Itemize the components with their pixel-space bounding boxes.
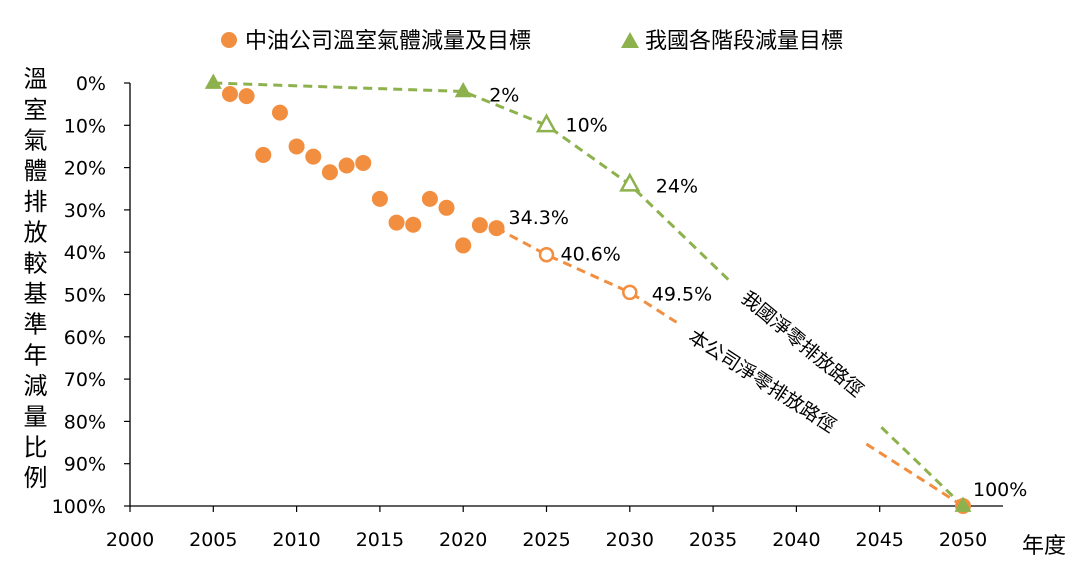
x-tick-label: 2030 [606, 529, 654, 551]
y-tick-label: 80% [64, 411, 106, 433]
orange-data-point [238, 88, 255, 105]
y-tick-label: 0% [76, 73, 106, 95]
orange-target-point [622, 284, 638, 301]
x-tick-label: 2010 [272, 529, 320, 551]
y-tick-label: 60% [64, 327, 106, 349]
orange-data-point [255, 146, 272, 163]
orange-data-point [221, 85, 238, 102]
y-axis-title: 溫室氣體排放較基準年減量比例 [19, 66, 47, 496]
green-path-line [213, 81, 733, 284]
green-target-point [954, 496, 972, 512]
green-target-point [454, 81, 472, 98]
label-green-2030: 24% [656, 176, 698, 198]
label-green-2025: 10% [566, 114, 608, 136]
path-lines [213, 81, 965, 508]
y-tick-label: 30% [64, 200, 106, 222]
legend-label-national: 我國各階段減量目標 [645, 29, 843, 54]
x-tick-label: 2025 [522, 529, 570, 551]
orange-data-point [371, 190, 388, 207]
x-tick-label: 2050 [939, 529, 987, 551]
x-tick-label: 2045 [856, 529, 904, 551]
data-marks [204, 73, 972, 514]
label-orange-2022: 34.3% [509, 207, 569, 229]
orange-data-point [488, 220, 505, 237]
orange-data-point [305, 148, 322, 165]
orange-data-point [405, 216, 422, 233]
y-tick-label: 90% [64, 454, 106, 476]
x-tick-label: 2035 [689, 529, 737, 551]
legend-orange-circle-marker [221, 32, 237, 48]
orange-data-point [438, 199, 455, 216]
orange-data-point [321, 164, 338, 181]
orange-path-line [495, 226, 678, 324]
orange-target-point [538, 246, 555, 263]
y-tick-label: 10% [64, 115, 106, 137]
label-orange-2030: 49.5% [652, 283, 712, 305]
green-path-line-end [880, 426, 965, 508]
x-tick-label: 2000 [106, 529, 154, 551]
legend: 中油公司溫室氣體減量及目標 我國各階段減量目標 [221, 29, 843, 54]
data-labels: 2%10%24%34.3%40.6%49.5%100%我國淨零排放路徑本公司淨零… [489, 84, 1027, 501]
y-tick-label: 50% [64, 285, 106, 307]
orange-data-point [388, 214, 405, 231]
orange-data-point [355, 154, 372, 171]
orange-data-point [338, 157, 355, 174]
y-tick-label: 70% [64, 369, 106, 391]
green-target-point-hollow [619, 172, 641, 192]
label-100: 100% [973, 479, 1027, 501]
x-tick-label: 2015 [356, 529, 404, 551]
orange-data-point [421, 190, 438, 207]
orange-data-point [271, 104, 288, 121]
legend-green-triangle-marker [621, 32, 639, 48]
green-target-point [204, 73, 222, 89]
green-target-point-hollow [535, 113, 558, 133]
y-tick-label: 100% [52, 496, 106, 518]
orange-data-point [471, 217, 488, 234]
orange-data-point [455, 237, 472, 254]
orange-path-line-end [865, 442, 964, 508]
orange-data-point [288, 138, 305, 155]
x-tick-label: 2040 [772, 529, 820, 551]
x-tick-label: 2020 [439, 529, 487, 551]
y-tick-label: 20% [64, 158, 106, 180]
axes: 0% 10% 20% 30% 40% 50% 60% 70% 80% 90% 100%2000 200… [52, 73, 1003, 551]
x-axis-title: 年度 [1022, 534, 1067, 559]
legend-label-cpc: 中油公司溫室氣體減量及目標 [245, 29, 531, 54]
label-green-2020: 2% [489, 84, 519, 106]
label-orange-2025: 40.6% [561, 244, 621, 266]
y-tick-label: 40% [64, 242, 106, 264]
x-tick-label: 2005 [189, 529, 237, 551]
